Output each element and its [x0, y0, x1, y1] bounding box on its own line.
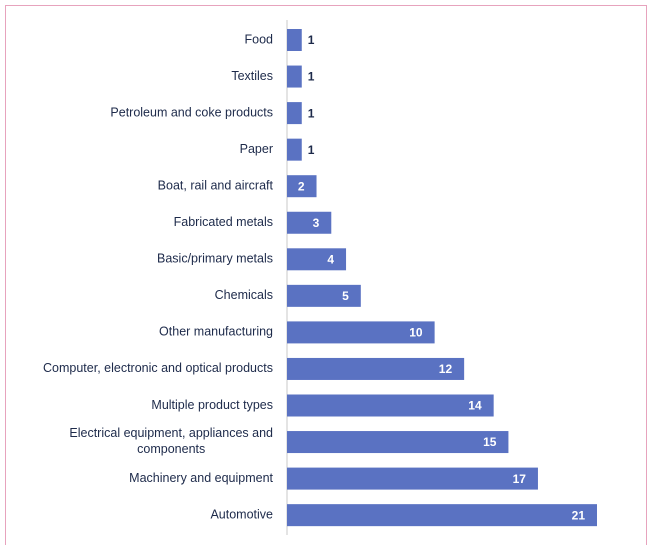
bar — [287, 102, 302, 125]
category-label: Basic/primary metals — [157, 252, 273, 266]
value-label: 4 — [327, 252, 334, 266]
category-label: Multiple product types — [151, 398, 273, 412]
bar — [287, 394, 494, 417]
value-label: 5 — [342, 289, 349, 303]
value-label: 3 — [313, 216, 320, 230]
bar — [287, 467, 538, 490]
value-label: 15 — [483, 435, 497, 449]
bar — [287, 357, 465, 380]
value-label: 1 — [308, 70, 315, 84]
value-label: 17 — [513, 472, 527, 486]
bar — [287, 504, 597, 527]
frame — [5, 5, 647, 550]
bar — [287, 138, 302, 161]
category-label: Other manufacturing — [159, 325, 273, 339]
category-label: Food — [245, 32, 274, 46]
category-label: Chemicals — [215, 288, 273, 302]
category-label: Electrical equipment, appliances and comp… — [69, 426, 273, 456]
category-label: Automotive — [210, 507, 273, 521]
value-label: 10 — [409, 326, 423, 340]
bar — [287, 175, 317, 198]
value-label: 1 — [308, 143, 315, 157]
category-label: Computer, electronic and optical product… — [43, 361, 273, 375]
bar — [287, 284, 361, 307]
bar — [287, 248, 347, 271]
category-label: Boat, rail and aircraft — [158, 178, 274, 192]
value-label: 1 — [308, 33, 315, 47]
category-label: Petroleum and coke products — [110, 105, 273, 119]
value-label: 2 — [298, 179, 305, 193]
value-label: 12 — [439, 362, 453, 376]
category-label: Paper — [240, 142, 273, 156]
category-label: Machinery and equipment — [129, 471, 273, 485]
bar — [287, 431, 509, 454]
value-label: 1 — [308, 106, 315, 120]
bar — [287, 65, 302, 88]
category-label: Textiles — [231, 69, 273, 83]
bar — [287, 29, 302, 51]
value-label: 14 — [468, 399, 482, 413]
bar — [287, 211, 332, 234]
value-label: 21 — [572, 508, 586, 522]
category-label: Fabricated metals — [174, 215, 273, 229]
bar — [287, 321, 435, 344]
